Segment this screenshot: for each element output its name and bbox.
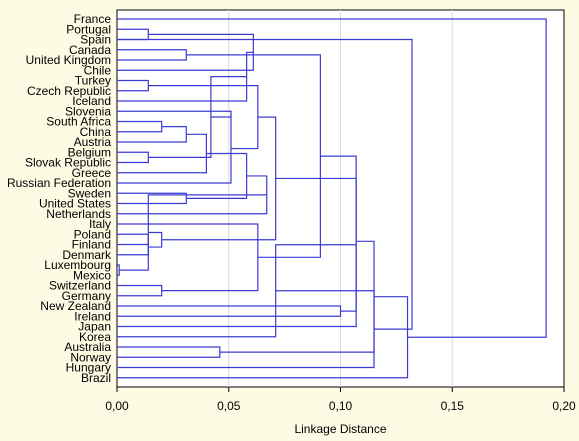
leaf-label: United Kingdom: [26, 53, 111, 67]
dendrogram-link: [117, 38, 413, 330]
leaf-label: Greece: [72, 166, 112, 180]
leaf-label: Japan: [78, 320, 111, 334]
tick-label: 0,10: [329, 399, 353, 413]
leaf-label: Spain: [80, 33, 111, 47]
x-axis-title: Linkage Distance: [294, 422, 386, 436]
leaf-label: Portugal: [66, 22, 111, 36]
leaf-label: Mexico: [73, 268, 111, 282]
leaf-label: Brazil: [81, 371, 111, 385]
leaf-label: Belgium: [68, 145, 111, 159]
leaf-label: Denmark: [62, 248, 112, 262]
leaf-label: Austria: [74, 135, 112, 149]
leaf-label: Korea: [79, 330, 111, 344]
leaf-label: New Zealand: [40, 299, 111, 313]
dendrogram-links: [117, 18, 547, 379]
leaf-label: Switzerland: [49, 279, 111, 293]
leaf-label: South Africa: [46, 115, 111, 129]
leaf-label: Ireland: [74, 309, 111, 323]
tick-label: 0,20: [552, 399, 576, 413]
leaf-label: Canada: [69, 43, 111, 57]
leaf-label: Norway: [70, 350, 111, 364]
leaf-label: United States: [39, 197, 111, 211]
x-axis-ticks: 0,00 0,05 0,10 0,15 0,20: [105, 387, 576, 413]
leaf-label: France: [74, 12, 112, 26]
leaf-label: Luxembourg: [44, 258, 111, 272]
leaf-label: Slovenia: [65, 104, 111, 118]
tick-label: 0,15: [441, 399, 465, 413]
leaf-label: Sweden: [68, 186, 111, 200]
leaf-label: Italy: [89, 217, 111, 231]
leaf-label: Netherlands: [46, 207, 111, 221]
leaf-label: Poland: [74, 227, 111, 241]
leaf-label: Turkey: [75, 74, 111, 88]
leaf-label: Finland: [72, 238, 111, 252]
leaf-label: China: [80, 125, 112, 139]
leaf-label: Hungary: [66, 361, 111, 375]
leaf-label: Czech Republic: [27, 84, 111, 98]
tick-label: 0,00: [105, 399, 129, 413]
dendrogram-link: [117, 18, 547, 338]
leaf-label: Germany: [62, 289, 111, 303]
tick-label: 0,05: [217, 399, 241, 413]
leaf-label: Russian Federation: [7, 176, 111, 190]
leaf-label: Slovak Republic: [25, 156, 111, 170]
leaf-label: Iceland: [72, 94, 111, 108]
leaf-label: Australia: [64, 340, 111, 354]
dendrogram-link: [117, 114, 232, 184]
leaf-label: Chile: [84, 63, 112, 77]
